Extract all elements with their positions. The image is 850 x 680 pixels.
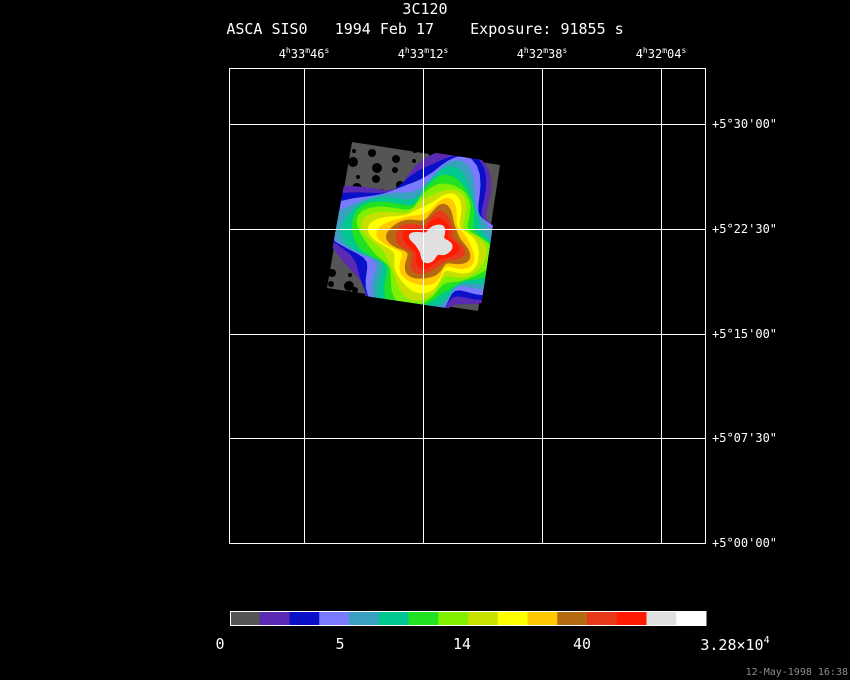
dec-tick-label: +5°07'30": [712, 431, 778, 445]
noise-hole: [392, 167, 398, 173]
noise-hole: [336, 183, 342, 189]
noise-hole: [344, 281, 354, 291]
colorbar-segment: [646, 611, 677, 626]
colorbar-segment: [319, 611, 350, 626]
colorbar-segment: [468, 611, 499, 626]
noise-hole: [348, 157, 358, 167]
noise-hole: [328, 269, 336, 277]
noise-hole: [372, 175, 380, 183]
noise-hole: [332, 169, 336, 173]
colorbar-tick-label: 40: [572, 635, 592, 653]
coordinate-grid: [230, 69, 705, 543]
chart-subtitle: ASCA SIS0 1994 Feb 17 Exposure: 91855 s: [0, 20, 850, 38]
colorbar-segment: [289, 611, 320, 626]
chart-title: 3C120: [402, 0, 448, 18]
colorbar-segment: [676, 611, 707, 626]
noise-hole: [328, 281, 334, 287]
footer-timestamp: 12-May-1998 16:38: [745, 667, 848, 678]
dec-tick-label: +5°30'00": [712, 117, 778, 131]
colorbar-segment: [587, 611, 618, 626]
dec-tick-label: +5°15'00": [712, 327, 778, 341]
ra-tick-label: 4h32m04s: [635, 46, 687, 61]
colorbar-segment: [616, 611, 647, 626]
observation-date: 1994 Feb 17: [334, 20, 435, 38]
xray-image: [325, 142, 502, 313]
colorbar-tick-label: 0: [215, 635, 225, 653]
dec-tick-label: +5°22'30": [712, 222, 778, 236]
noise-hole: [372, 163, 382, 173]
noise-hole: [412, 159, 416, 163]
instrument-label: ASCA SIS0: [226, 20, 308, 38]
colorbar-segment: [378, 611, 409, 626]
noise-hole: [392, 155, 400, 163]
noise-hole: [328, 143, 332, 147]
noise-hole: [336, 195, 340, 199]
colorbar-tick-label: 14: [452, 635, 472, 653]
noise-hole: [332, 145, 340, 153]
colorbar-segment: [349, 611, 380, 626]
image-level-14: [408, 224, 453, 264]
colorbar-segment: [438, 611, 469, 626]
colorbar-segment: [557, 611, 588, 626]
colorbar-tick-label: 3.28×104: [700, 635, 770, 654]
colorbar-tick-label: 5: [335, 635, 345, 653]
dec-tick-label: +5°00'00": [712, 536, 778, 550]
colorbar-frame: [230, 611, 706, 626]
ra-tick-label: 4h33m12s: [397, 46, 449, 61]
noise-hole: [412, 147, 418, 153]
colorbar-segment: [230, 611, 261, 626]
exposure-label: Exposure: 91855 s: [470, 20, 624, 38]
plot-frame: [229, 68, 706, 544]
colorbar-segment: [259, 611, 290, 626]
noise-hole: [352, 149, 356, 153]
colorbar: [230, 611, 707, 626]
ra-tick-label: 4h33m46s: [278, 46, 330, 61]
noise-hole: [356, 175, 360, 179]
colorbar-segment: [497, 611, 528, 626]
colorbar-segment: [527, 611, 558, 626]
ra-tick-label: 4h32m38s: [516, 46, 568, 61]
colorbar-segment: [408, 611, 439, 626]
noise-hole: [348, 273, 352, 277]
noise-hole: [368, 149, 376, 157]
noise-hole: [352, 287, 358, 293]
noise-hole: [332, 157, 338, 163]
